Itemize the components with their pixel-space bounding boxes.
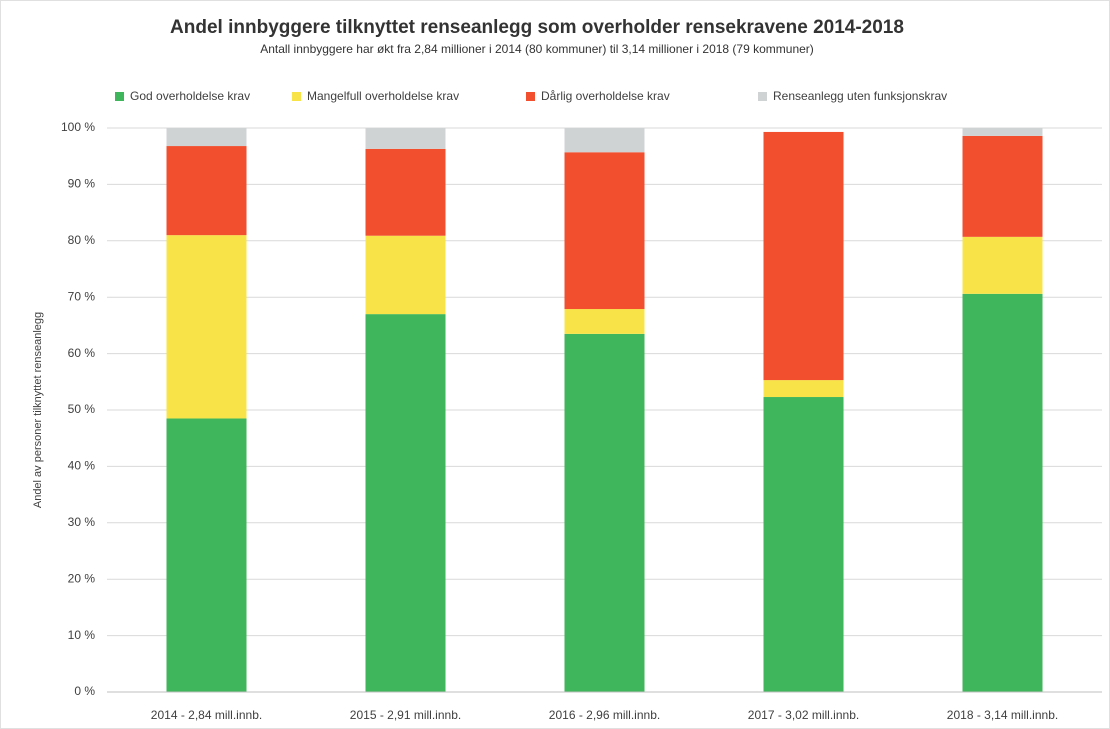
- bar-segment: [962, 128, 1043, 136]
- legend-swatch: [292, 92, 301, 101]
- bar-segment: [166, 146, 247, 236]
- legend-label: Dårlig overholdelse krav: [541, 89, 670, 103]
- y-tick-label: 90 %: [68, 177, 96, 191]
- bar-segment: [564, 333, 645, 692]
- y-tick-label: 0 %: [74, 684, 95, 698]
- y-tick-label: 40 %: [68, 459, 96, 473]
- y-tick-label: 60 %: [68, 346, 96, 360]
- legend-label: God overholdelse krav: [130, 89, 250, 103]
- y-tick-label: 80 %: [68, 233, 96, 247]
- bar-segment: [962, 236, 1043, 294]
- x-tick-label: 2018 - 3,14 mill.innb.: [947, 708, 1058, 722]
- bar-segment: [166, 418, 247, 692]
- bar-segment: [166, 128, 247, 147]
- y-tick-label: 50 %: [68, 402, 96, 416]
- y-tick-label: 30 %: [68, 515, 96, 529]
- bar-segment: [962, 293, 1043, 692]
- legend-label: Renseanlegg uten funksjonskrav: [773, 89, 947, 103]
- chart-subtitle: Antall innbyggere har økt fra 2,84 milli…: [260, 42, 814, 56]
- legend-swatch: [115, 92, 124, 101]
- x-tick-label: 2016 - 2,96 mill.innb.: [549, 708, 660, 722]
- bar-segment: [763, 397, 844, 692]
- chart-title: Andel innbyggere tilknyttet renseanlegg …: [170, 17, 904, 38]
- legend-swatch: [526, 92, 535, 101]
- y-tick-label: 10 %: [68, 628, 96, 642]
- bar-segment: [365, 148, 446, 236]
- bar-segment: [564, 152, 645, 310]
- x-tick-label: 2015 - 2,91 mill.innb.: [350, 708, 461, 722]
- bar-segment: [564, 309, 645, 334]
- bar-segment: [962, 135, 1043, 237]
- bar-segment: [365, 314, 446, 692]
- x-tick-label: 2014 - 2,84 mill.innb.: [151, 708, 262, 722]
- y-tick-label: 100 %: [61, 120, 95, 134]
- legend-swatch: [758, 92, 767, 101]
- bar-segment: [763, 131, 844, 381]
- legend-label: Mangelfull overholdelse krav: [307, 89, 459, 103]
- y-axis-label: Andel av personer tilknyttet renseanlegg: [32, 312, 44, 508]
- y-tick-label: 20 %: [68, 571, 96, 585]
- y-tick-label: 70 %: [68, 289, 96, 303]
- bar-segment: [166, 235, 247, 419]
- bar-segment: [365, 128, 446, 149]
- bar-segment: [763, 380, 844, 398]
- bar-segment: [365, 235, 446, 315]
- x-tick-label: 2017 - 3,02 mill.innb.: [748, 708, 859, 722]
- bar-segment: [564, 128, 645, 153]
